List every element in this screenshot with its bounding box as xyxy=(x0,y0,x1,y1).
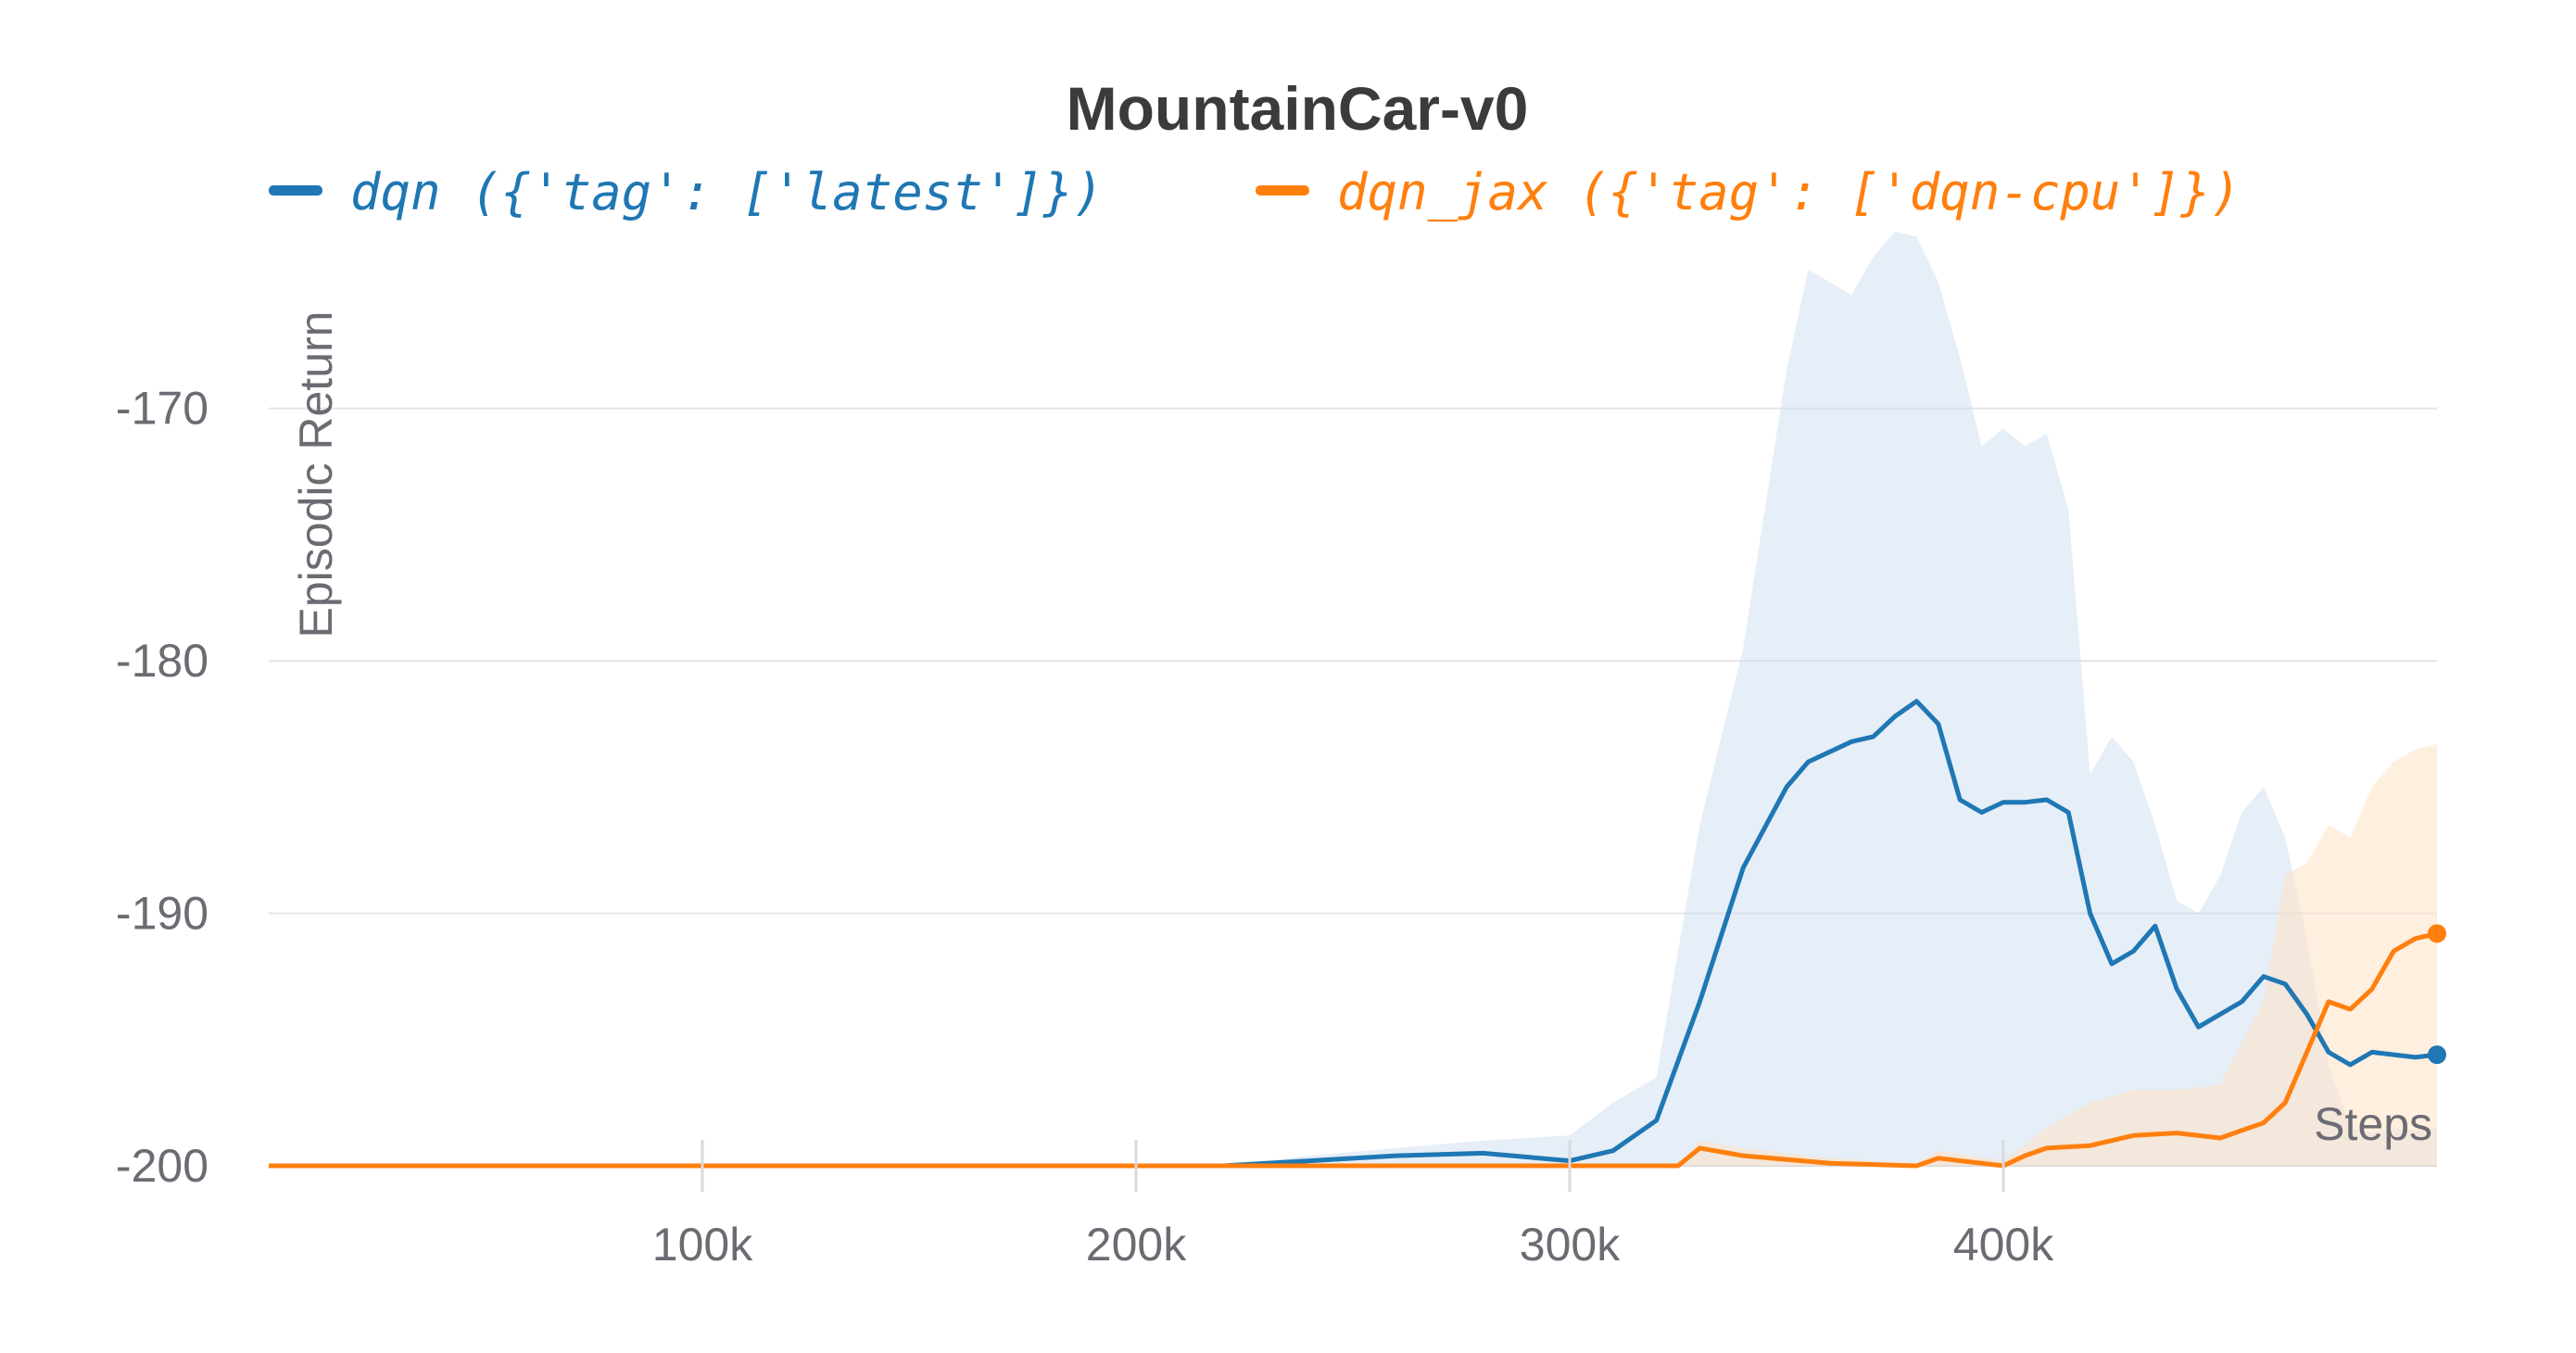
x-axis-label: Steps xyxy=(2314,1098,2432,1150)
legend-swatch-0 xyxy=(269,185,322,196)
legend-swatch-1 xyxy=(1256,185,1309,196)
y-tick-label: -180 xyxy=(116,635,208,687)
y-tick-label: -200 xyxy=(116,1140,208,1192)
chart-legend: dqn ({'tag': ['latest']}) dqn_jax ({'tag'… xyxy=(269,163,2241,221)
y-axis: -170 -180 -190 -200 xyxy=(116,383,208,1192)
y-tick-label: -170 xyxy=(116,383,208,435)
series-0-end-point xyxy=(2428,1045,2446,1065)
series-1-band xyxy=(269,744,2437,1166)
x-tick-label: 300k xyxy=(1520,1219,1621,1271)
x-axis: 100k 200k 300k 400k xyxy=(652,1140,2054,1271)
series-1-line xyxy=(269,930,2438,1169)
series-1-end-point xyxy=(2428,924,2446,943)
x-tick-label: 200k xyxy=(1086,1219,1187,1271)
series-0-line xyxy=(269,699,2438,1169)
chart-title: MountainCar-v0 xyxy=(1067,74,1529,143)
legend-label-1: dqn_jax ({'tag': ['dqn-cpu']}) xyxy=(1337,163,2241,221)
series-0-band xyxy=(269,232,2437,1166)
y-axis-label: Episodic Return xyxy=(290,311,342,639)
x-tick-label: 100k xyxy=(652,1219,753,1271)
legend-label-0: dqn ({'tag': ['latest']}) xyxy=(350,163,1104,221)
confidence-bands xyxy=(269,232,2437,1166)
y-tick-label: -190 xyxy=(116,888,208,940)
x-tick-label: 400k xyxy=(1953,1219,2054,1271)
series-lines xyxy=(269,699,2446,1169)
